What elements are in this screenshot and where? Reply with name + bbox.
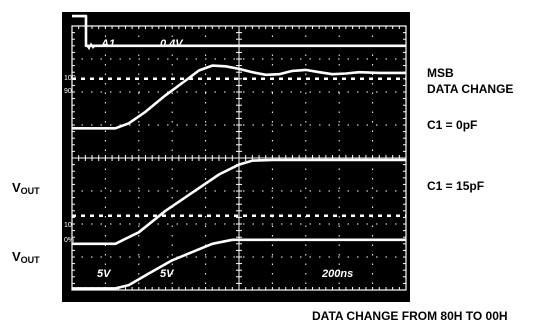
vout-main: V bbox=[12, 180, 21, 195]
trace-msb-data-change bbox=[72, 14, 406, 48]
vout-sub: OUT bbox=[20, 255, 40, 265]
vout-sub: OUT bbox=[20, 186, 40, 196]
ref-90-label: 90 bbox=[64, 88, 72, 95]
ref-100-label: 100 bbox=[64, 75, 76, 82]
vout-label-upper: VOUT bbox=[12, 180, 40, 196]
vout-main: V bbox=[12, 249, 21, 264]
ch2-scale-label: 5V bbox=[97, 268, 112, 280]
ch3-scale-label: 5V bbox=[160, 268, 175, 280]
c1-15pf-label: C1 = 15pF bbox=[427, 179, 485, 193]
trace-msb-glitch bbox=[86, 42, 96, 51]
c1-0pf-label: C1 = 0pF bbox=[427, 118, 478, 132]
ref-10-label: 10 bbox=[64, 222, 72, 229]
trace-c1-15pf bbox=[72, 158, 406, 246]
trace-c1-0pf bbox=[72, 64, 406, 130]
trace-vout-lower bbox=[72, 238, 406, 290]
traces bbox=[72, 14, 406, 290]
scope-screen bbox=[62, 12, 410, 302]
vout-label-lower: VOUT bbox=[12, 249, 40, 265]
msb-label: MSB bbox=[427, 66, 454, 80]
screen-labels: A1 0.4V 100 90 10 0% 5V 5V 200ns bbox=[64, 38, 353, 280]
reference-lines bbox=[72, 77, 406, 217]
caption: DATA CHANGE FROM 80H TO 00H bbox=[312, 309, 508, 323]
channel-scale-label: 0.4V bbox=[160, 38, 184, 50]
channel-label: A1 bbox=[100, 38, 115, 50]
data-change-label: DATA CHANGE bbox=[427, 82, 514, 96]
ref-0-label: 0% bbox=[64, 237, 74, 244]
time-scale-label: 200ns bbox=[321, 268, 353, 280]
